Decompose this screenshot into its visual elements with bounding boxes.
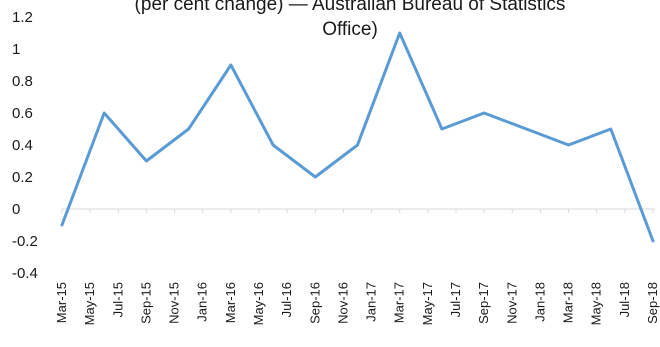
x-axis-tick-marks (61, 209, 654, 213)
x-tick-label: Mar-17 (392, 282, 407, 323)
x-tick-label: Mar-18 (561, 282, 576, 323)
y-tick-label: -0.2 (12, 233, 38, 250)
x-tick-label: May-17 (420, 282, 435, 325)
x-tick-label: Mar-16 (223, 282, 238, 323)
y-tick-label: 0.2 (12, 169, 33, 186)
series-line (60, 31, 655, 243)
title-line: Office) (322, 19, 378, 40)
x-tick-label: Sep-16 (307, 282, 322, 324)
y-tick-label: 0 (12, 201, 20, 218)
x-tick-label: May-15 (82, 282, 97, 325)
chart-title: (per cent change) — Australian Bureau of… (135, 0, 566, 40)
x-tick-label: Nov-16 (335, 282, 350, 324)
y-tick-label: 1 (12, 41, 20, 58)
y-axis-labels: 1.2 1 0.8 0.6 0.4 0.2 0 -0.2 -0.4 (12, 9, 38, 282)
x-tick-label: Sep-17 (476, 282, 491, 324)
x-tick-label: Nov-17 (504, 282, 519, 324)
x-tick-label: Nov-15 (167, 282, 182, 324)
y-tick-label: 1.2 (12, 9, 33, 26)
x-tick-label: Mar-15 (54, 282, 69, 323)
x-tick-label: Jul-16 (279, 282, 294, 317)
x-tick-label: Jul-18 (617, 282, 632, 317)
x-tick-label: May-16 (251, 282, 266, 325)
x-tick-label: Sep-18 (645, 282, 660, 324)
y-tick-label: 0.4 (12, 137, 33, 154)
x-tick-label: Jan-17 (364, 282, 379, 322)
x-tick-label: Jul-15 (110, 282, 125, 317)
title-line: (per cent change) — Australian Bureau of… (135, 0, 566, 15)
y-tick-label: 0.6 (12, 105, 33, 122)
x-axis-labels: Mar-15 May-15 Jul-15 Sep-15 Nov-15 Jan-16 Mar-… (54, 282, 660, 325)
x-tick-label: Sep-15 (138, 282, 153, 324)
x-tick-label: Jan-18 (532, 282, 547, 322)
x-tick-label: Jan-16 (195, 282, 210, 322)
y-tick-label: 0.8 (12, 73, 33, 90)
x-tick-label: Jul-17 (448, 282, 463, 317)
x-tick-label: May-18 (589, 282, 604, 325)
y-tick-label: -0.4 (12, 265, 38, 282)
